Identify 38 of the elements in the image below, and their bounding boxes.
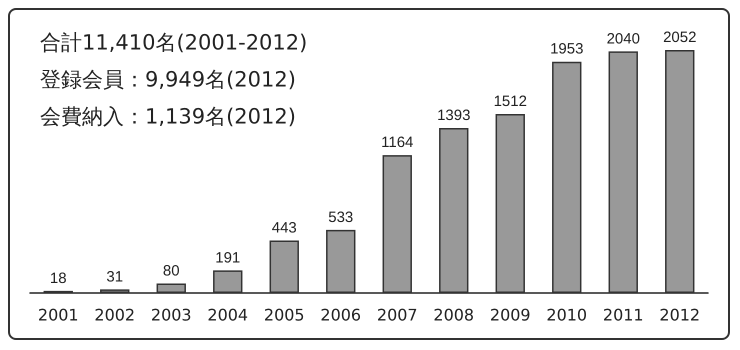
bar [326, 230, 356, 293]
x-tick-label: 2011 [602, 306, 644, 324]
x-tick-label: 2010 [546, 306, 588, 324]
x-tick-label: 2012 [659, 306, 700, 324]
bar [665, 50, 694, 293]
bar [270, 240, 299, 293]
x-tick-label: 2009 [490, 306, 531, 324]
bar [608, 51, 638, 293]
bar [496, 114, 525, 293]
data-label: 1164 [381, 134, 414, 152]
x-tick-label: 2004 [207, 306, 248, 324]
data-label: 1512 [494, 92, 527, 110]
data-label: 533 [328, 208, 354, 226]
data-label: 443 [272, 220, 297, 237]
x-tick-label: 2006 [320, 306, 362, 324]
annotation: 合計11,410名(2001-2012) [40, 30, 308, 54]
data-label: 31 [106, 268, 124, 286]
x-tick-label: 2008 [433, 306, 474, 324]
bar [213, 270, 242, 293]
bar [156, 284, 186, 293]
bar [382, 155, 412, 293]
data-label: 80 [162, 262, 180, 280]
x-tick-label: 2001 [38, 306, 79, 324]
bar [100, 289, 130, 293]
data-label: 2052 [663, 29, 696, 46]
annotation: 登録会員：9,949名(2012) [40, 68, 296, 92]
annotation: 会費納入：1,139名(2012) [40, 104, 296, 128]
data-label: 1953 [550, 40, 584, 58]
bar [439, 128, 468, 293]
x-tick-label: 2003 [150, 306, 192, 324]
data-label: 1393 [437, 107, 470, 124]
x-tick-label: 2002 [94, 306, 136, 324]
bar [552, 62, 582, 293]
x-tick-label: 2007 [376, 306, 418, 324]
data-label: 2040 [606, 30, 640, 48]
data-label: 191 [215, 249, 240, 266]
x-tick-label: 2005 [264, 306, 305, 324]
data-label: 18 [50, 270, 67, 287]
